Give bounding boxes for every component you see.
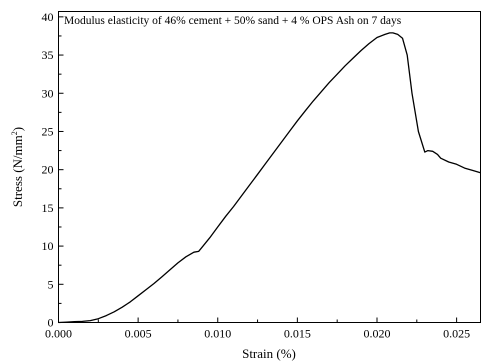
y-tick-label: 10 <box>42 239 54 253</box>
x-axis-label: Strain (%) <box>242 346 296 361</box>
y-axis-tick-labels: 0 5 10 15 20 25 30 35 40 <box>42 10 54 330</box>
y-axis-ticks <box>58 16 64 323</box>
x-tick-label: 0.010 <box>204 327 231 341</box>
x-tick-label: 0.025 <box>443 327 470 341</box>
chart-annotation: Modulus elasticity of 46% cement + 50% s… <box>64 15 402 27</box>
y-axis-label-close: ) <box>10 127 25 131</box>
y-tick-label: 5 <box>48 277 54 291</box>
x-tick-label: 0.005 <box>125 327 152 341</box>
series-line <box>58 32 481 324</box>
y-tick-label: 25 <box>42 124 54 138</box>
y-tick-label: 40 <box>42 10 54 24</box>
x-tick-label: 0.015 <box>284 327 311 341</box>
y-axis-label: Stress (N/mm2) <box>10 127 25 207</box>
plot-frame <box>58 11 481 323</box>
y-tick-label: 30 <box>42 86 54 100</box>
x-tick-label: 0.020 <box>363 327 390 341</box>
y-tick-label: 15 <box>42 201 54 215</box>
y-axis-label-superscript: 2 <box>10 131 19 135</box>
y-tick-label: 20 <box>42 163 54 177</box>
x-axis-ticks <box>58 317 458 323</box>
y-tick-label: 0 <box>48 316 54 330</box>
y-axis-label-main: Stress (N/mm <box>10 135 25 207</box>
x-axis-tick-labels: 0.000 0.005 0.010 0.015 0.020 0.025 <box>45 327 470 341</box>
y-tick-label: 35 <box>42 48 54 62</box>
x-tick-label: 0.000 <box>45 327 72 341</box>
